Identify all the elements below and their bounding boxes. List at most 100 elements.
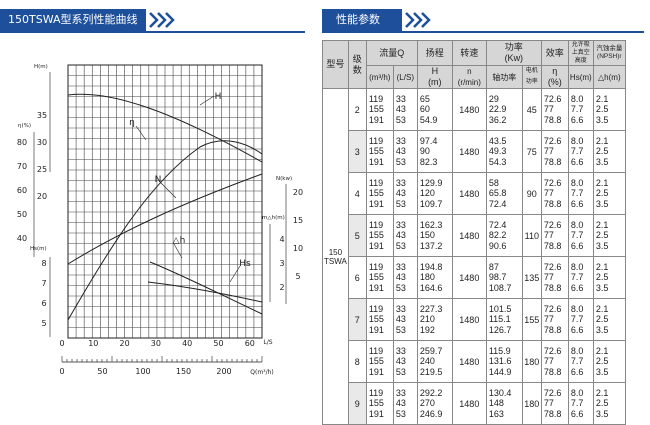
header-npshr: 汽蚀余量 (NPSH)r	[592, 40, 626, 66]
header-npshr-unit: △h(m)	[592, 65, 626, 89]
leader-line	[135, 125, 147, 141]
eta-tick: 40	[17, 234, 27, 243]
table-row: 5 119 155 191 33 43 53 162.3 150 137.2 1480 7…	[323, 214, 626, 257]
cell-dh: 2.1 2.5 3.5	[592, 172, 626, 215]
cell-head: 194.8 180 164.6	[416, 256, 453, 299]
h-tick: 30	[37, 138, 47, 147]
curve-label-hs: Hs	[239, 259, 251, 269]
cell-ls: 33 43 53	[392, 298, 418, 341]
params-header: 性能参数	[322, 9, 432, 31]
chart-ticks: 0 10 20 30 40 50 60 L/S 0 50 100 150 200 Q(m³/h) H(m) 3…	[17, 64, 303, 376]
x-ls-unit: L/S	[263, 339, 272, 346]
x-ls-tick: 60	[245, 339, 255, 348]
hs-tick: 5	[41, 319, 46, 328]
header-flow: 流量Q	[365, 40, 418, 66]
cell-head: 227.3 210 192	[416, 298, 453, 341]
cell-hs: 8.0 7.7 6.6	[567, 88, 594, 131]
x-m3h-tick: 200	[216, 367, 231, 376]
cell-head: 129.9 120 109.7	[416, 172, 453, 215]
chart-curves: Hη N △h Hs	[67, 92, 263, 321]
x-m3h-tick: 0	[59, 367, 64, 376]
header-power: 功率 (Kw)	[485, 40, 542, 66]
dh-tick: 2	[279, 283, 284, 292]
cell-ls: 33 43 53	[392, 172, 418, 215]
cell-eff: 72.6 77 78.8	[540, 298, 569, 341]
cell-stage: 4	[347, 172, 367, 215]
eta-tick: 50	[17, 210, 27, 219]
leader-line	[199, 95, 215, 106]
cell-motor: 180	[521, 340, 542, 383]
curve-h	[67, 93, 263, 163]
cell-ls: 33 43 53	[392, 256, 418, 299]
h-tick: 20	[37, 192, 47, 201]
dh-axis-label: m△h(m)	[262, 215, 285, 221]
cell-stage: 6	[347, 256, 367, 299]
header-eff-unit: η (%)	[540, 65, 569, 89]
cell-eff: 72.6 77 78.8	[540, 340, 569, 383]
curve-label-dh: △h	[173, 236, 186, 246]
cell-head: 259.7 240 219.5	[416, 340, 453, 383]
cell-hs: 8.0 7.7 6.6	[567, 130, 594, 173]
cell-speed: 1480	[451, 298, 487, 341]
cell-head: 97.4 90 82.3	[416, 130, 453, 173]
header-flow-ls: (L/S)	[392, 65, 418, 89]
cell-motor: 180	[521, 382, 542, 425]
curve-hs	[147, 281, 263, 303]
cell-ls: 33 43 53	[392, 214, 418, 257]
cell-hs: 8.0 7.7 6.6	[567, 256, 594, 299]
cell-m3h: 119 155 191	[365, 298, 394, 341]
header-stage: 级数	[347, 40, 367, 89]
x-ls-tick: 50	[213, 339, 223, 348]
cell-eff: 72.6 77 78.8	[540, 256, 569, 299]
table-row: 150 TSWA 2 119 155 191 33 43 53 65 60 54.9 14…	[322, 88, 626, 425]
curve-n	[67, 173, 263, 265]
header-model: 型号	[322, 40, 349, 89]
performance-table-body: 150 TSWA 2 119 155 191 33 43 53 65 60 54.9 14…	[322, 88, 626, 425]
curve-title: 150TSWA型系列性能曲线	[0, 9, 146, 31]
hs-tick: 8	[41, 259, 46, 268]
cell-speed: 1480	[451, 172, 487, 215]
performance-table: 型号 级数 流量Q 扬程 转速 功率 (Kw) 效率 允许吸上真空高度 汽蚀余量(…	[322, 40, 626, 425]
header-eff: 效率	[540, 40, 569, 66]
cell-shaft: 130.4 148 163	[485, 382, 523, 425]
h-axis-label: H(m)	[34, 64, 48, 70]
leader-line	[173, 243, 183, 259]
cell-ls: 33 43 53	[392, 130, 418, 173]
cell-dh: 2.1 2.5 3.5	[592, 130, 626, 173]
x-ls-tick: 30	[151, 339, 161, 348]
cell-motor: 110	[521, 214, 542, 257]
cell-m3h: 119 155 191	[365, 130, 394, 173]
params-title: 性能参数	[322, 9, 402, 31]
leader-line	[229, 265, 241, 283]
curve-header-rule	[0, 31, 305, 33]
cell-hs: 8.0 7.7 6.6	[567, 214, 594, 257]
cell-dh: 2.1 2.5 3.5	[592, 256, 626, 299]
header-head-unit: H (m)	[416, 65, 453, 89]
eta-tick: 80	[17, 138, 27, 147]
n-axis-label: N(kw)	[276, 176, 292, 182]
x-ls-tick: 40	[182, 339, 192, 348]
cell-eff: 72.6 77 78.8	[540, 214, 569, 257]
table-row: 7 119 155 191 33 43 53 227.3 210 192 1480 101…	[323, 298, 626, 341]
header-motor-power: 电机功率	[521, 65, 542, 89]
cell-stage: 5	[347, 214, 367, 257]
cell-m3h: 119 155 191	[365, 88, 394, 131]
cell-shaft: 87 98.7 108.7	[485, 256, 523, 299]
curve-eta	[67, 140, 263, 321]
cell-hs: 8.0 7.7 6.6	[567, 382, 594, 425]
dh-tick: 3	[279, 259, 284, 268]
header-npsh: 允许吸上真空高度	[567, 40, 594, 66]
header-speed: 转速	[451, 40, 487, 66]
cell-shaft: 43.5 49.3 54.3	[485, 130, 523, 173]
header-shaft-power: 轴功率	[485, 65, 523, 89]
curve-label-eta: η	[129, 118, 135, 128]
chart-grid	[67, 64, 263, 339]
header-npsh-unit: Hs(m)	[567, 65, 594, 89]
eta-tick: 60	[17, 186, 27, 195]
cell-shaft: 101.5 115.1 126.7	[485, 298, 523, 341]
header-head: 扬程	[416, 40, 453, 66]
cell-stage: 9	[347, 382, 367, 425]
x-m3h-tick: 100	[135, 367, 150, 376]
x-m3h-unit: Q(m³/h)	[250, 369, 273, 376]
cell-eff: 72.6 77 78.8	[540, 130, 569, 173]
